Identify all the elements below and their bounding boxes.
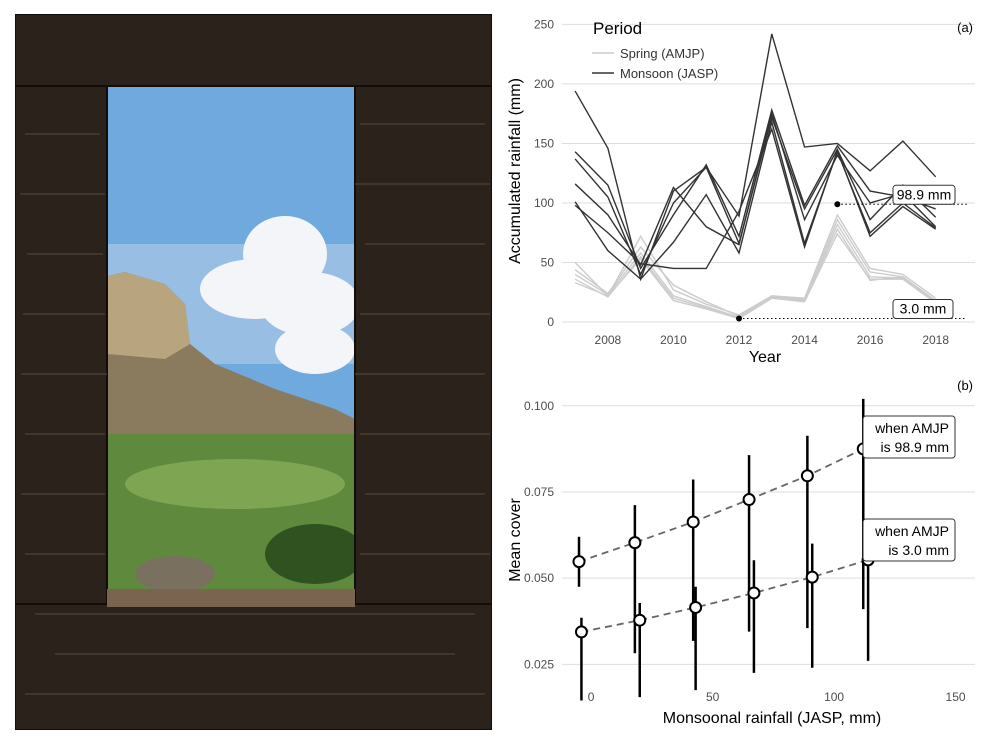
mean-point <box>572 555 586 569</box>
panel-a-x-axis-label: Year <box>749 349 782 366</box>
series-label-text: is 3.0 mm <box>888 542 949 558</box>
panel-b-fitted-curves <box>578 448 869 633</box>
panel-a-legend: Period Spring (AMJP) Monsoon (JASP) <box>592 19 718 81</box>
series-label-box <box>862 518 956 562</box>
panel-a-y-tick-label: 200 <box>534 77 554 91</box>
panel-a-x-tick-label: 2008 <box>595 333 622 347</box>
panel-b-y-tick-label: 0.075 <box>524 485 554 499</box>
photo-window-sill <box>107 589 355 607</box>
panel-a-x-tick-label: 2014 <box>791 333 818 347</box>
panel-a-x-tick-label: 2018 <box>922 333 949 347</box>
mean-point <box>800 469 814 483</box>
panel-a-y-axis-label: Accumulated rainfall (mm) <box>507 78 524 264</box>
series-line-monsoon <box>574 111 937 267</box>
series-label-box <box>862 415 956 459</box>
panel-b-x-axis-label: Monsoonal rainfall (JASP, mm) <box>663 710 881 727</box>
mean-point <box>686 515 700 529</box>
mean-point <box>742 493 756 507</box>
panel-b-x-tick-label: 150 <box>946 690 966 704</box>
panel-a-x-tick-label: 2010 <box>660 333 687 347</box>
panel-b-label: (b) <box>957 378 973 393</box>
panel-a-x-tick-label: 2012 <box>726 333 753 347</box>
panel-a-label: (a) <box>957 20 973 35</box>
annotation-label: 98.9 mm <box>897 186 951 202</box>
panel-b-y-tick-label: 0.025 <box>524 657 554 671</box>
panel-b-x-tick-label: 100 <box>824 690 844 704</box>
panel-a-annotations: 98.9 mm 3.0 mm <box>736 184 967 322</box>
panel-b-x-tick-label: 0 <box>588 690 595 704</box>
series-line-monsoon <box>574 119 937 281</box>
mean-point <box>574 625 588 639</box>
fitted-curve <box>578 448 864 563</box>
annotation-box <box>892 184 956 205</box>
legend-label-spring: Spring (AMJP) <box>620 46 705 61</box>
panel-b-y-tick-label: 0.050 <box>524 571 554 585</box>
panel-b-gridlines <box>562 405 975 665</box>
window-photograph <box>15 14 492 730</box>
panel-b-points <box>572 398 875 701</box>
panel-b: when AMJP is 98.9 mm when AMJP is 3.0 mm 0.… <box>507 378 975 727</box>
mean-point <box>805 570 819 584</box>
annotation-label: 3.0 mm <box>900 300 947 316</box>
series-label-text: is 98.9 mm <box>881 439 949 455</box>
legend-label-monsoon: Monsoon (JASP) <box>620 66 718 81</box>
series-line-monsoon <box>574 107 936 271</box>
panel-b-series-labels: when AMJP is 98.9 mm when AMJP is 3.0 mm <box>862 415 956 562</box>
legend-title: Period <box>593 19 642 38</box>
series-line-monsoon <box>574 126 937 270</box>
annotation-box <box>892 298 954 319</box>
panel-a-y-tick-label: 50 <box>541 256 555 270</box>
panel-b-y-tick-label: 0.100 <box>524 399 554 413</box>
panel-b-x-tick-label: 50 <box>706 690 720 704</box>
annotation-point <box>834 201 841 208</box>
panel-b-tick-labels: 0.025 0.050 0.075 0.100 0 50 100 150 <box>524 399 966 704</box>
mean-point <box>628 536 642 550</box>
mean-point <box>689 600 703 614</box>
mean-point <box>633 613 647 627</box>
panel-a-y-tick-label: 100 <box>534 196 554 210</box>
series-label-text: when AMJP <box>874 523 949 539</box>
series-line-spring <box>574 232 937 320</box>
panel-a-tick-labels: 0 50 100 150 200 250 2008 2010 2012 2014 2016 2018 <box>534 17 949 347</box>
panel-a-y-tick-label: 150 <box>534 136 554 150</box>
mean-point <box>747 586 761 600</box>
series-label-text: when AMJP <box>874 420 949 436</box>
series-line-spring <box>574 213 937 316</box>
photo-cloud <box>200 216 360 374</box>
panel-a: 98.9 mm 3.0 mm 0 50 100 150 200 250 2008 2010 201… <box>507 17 975 366</box>
panel-a-y-tick-label: 0 <box>547 315 554 329</box>
fitted-curve <box>581 559 869 633</box>
panel-a-x-tick-label: 2016 <box>857 333 884 347</box>
panel-b-y-axis-label: Mean cover <box>507 498 524 582</box>
panel-a-gridlines <box>562 23 975 323</box>
series-line-monsoon <box>574 114 937 277</box>
annotation-point <box>736 315 742 322</box>
panel-a-lines <box>574 33 937 320</box>
panel-a-y-tick-label: 250 <box>534 17 554 31</box>
